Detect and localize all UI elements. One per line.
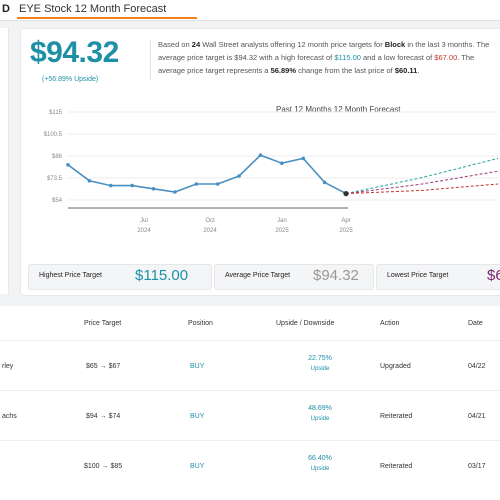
x-tick-year: 2025 xyxy=(339,228,353,234)
y-tick-label: $73.5 xyxy=(47,176,63,182)
divider xyxy=(150,40,151,80)
history-point xyxy=(130,183,134,188)
column-header-action[interactable]: Action xyxy=(380,320,400,327)
x-tick-year: 2025 xyxy=(275,228,289,234)
chart-title: Past 12 Months 12 Month Forecast xyxy=(276,105,401,114)
upside-cell: 22.75% Upside xyxy=(308,355,332,372)
history-line xyxy=(67,154,347,195)
symbol-fragment: D xyxy=(2,3,10,15)
history-point xyxy=(237,174,241,178)
history-point xyxy=(215,182,220,186)
history-point xyxy=(301,156,306,161)
average-target-label: Average Price Target xyxy=(225,272,291,279)
current-price-point xyxy=(343,191,349,197)
lowest-target-box: Lowest Price Target $6 xyxy=(376,264,500,290)
price-target-cell: $94 → $74 xyxy=(86,413,121,420)
average-target-value: $94.32 xyxy=(313,267,359,284)
action-cell: Reiterated xyxy=(380,463,413,470)
upside-cell: 48.69% Upside xyxy=(308,405,332,422)
date-cell: 04/21 xyxy=(468,413,486,420)
date-cell: 04/22 xyxy=(468,363,486,370)
x-axis-ticks: Jul 2024 Oct 2024 Jan 2025 Apr 2025 xyxy=(68,207,353,234)
high-forecast-line xyxy=(345,157,499,195)
forecast-card xyxy=(20,28,500,296)
action-cell: Reiterated xyxy=(380,413,413,420)
x-tick-month: Jul xyxy=(140,218,148,224)
low-forecast-line xyxy=(345,183,499,195)
y-tick-label: $115 xyxy=(49,110,63,116)
highest-target-label: Highest Price Target xyxy=(39,272,102,279)
upside-percentage: (+56.89% Upside) xyxy=(42,76,99,83)
table-row[interactable]: $100 → $85 BUY 66.40% Upside Reiterated 0… xyxy=(0,440,500,489)
position-cell: BUY xyxy=(190,363,205,370)
forecast-summary: Based on 24 Wall Street analysts offerin… xyxy=(158,40,490,75)
history-point xyxy=(108,183,113,188)
y-tick-label: $86 xyxy=(52,154,63,160)
column-header-date[interactable]: Date xyxy=(468,320,483,327)
history-point xyxy=(258,153,263,157)
lowest-target-label: Lowest Price Target xyxy=(387,272,449,279)
page-header: D EYE Stock 12 Month Forecast xyxy=(0,0,500,21)
highest-target-box: Highest Price Target $115.00 xyxy=(28,264,212,290)
table-row[interactable]: achs $94 → $74 BUY 48.69% Upside Reiterat… xyxy=(0,390,500,439)
x-tick-year: 2024 xyxy=(203,228,217,234)
x-tick-month: Apr xyxy=(341,218,350,224)
price-forecast-chart: Past 12 Months 12 Month Forecast $115 $10… xyxy=(44,105,499,234)
chart-gridlines xyxy=(68,111,498,201)
highest-target-value: $115.00 xyxy=(135,267,189,284)
forecast-tab-title[interactable]: EYE Stock 12 Month Forecast xyxy=(19,3,167,15)
y-tick-label: $54 xyxy=(52,198,63,204)
average-price-target: $94.32 xyxy=(30,36,119,69)
column-header-position[interactable]: Position xyxy=(188,320,213,327)
history-point xyxy=(280,161,284,165)
average-forecast-line xyxy=(345,170,499,195)
x-tick-month: Oct xyxy=(205,218,215,224)
history-point xyxy=(322,180,327,185)
analyst-name[interactable]: rley xyxy=(2,363,14,370)
x-tick-month: Jan xyxy=(277,218,287,224)
average-target-box: Average Price Target $94.32 xyxy=(214,264,374,290)
table-row[interactable]: rley $65 → $67 BUY 22.75% Upside Upgraded… xyxy=(0,340,500,389)
history-point xyxy=(151,187,156,191)
price-target-cell: $100 → $85 xyxy=(84,463,123,470)
history-point xyxy=(66,163,70,167)
position-cell: BUY xyxy=(190,413,205,420)
history-point xyxy=(87,179,92,183)
y-axis-ticks: $115 $100.5 $86 $73.5 $54 xyxy=(44,110,63,204)
column-header-price-target[interactable]: Price Target xyxy=(84,320,122,327)
active-tab-underline xyxy=(17,17,197,19)
history-point xyxy=(173,190,177,194)
position-cell: BUY xyxy=(190,463,205,470)
lowest-target-value: $6 xyxy=(487,267,500,284)
upside-cell: 66.40% Upside xyxy=(308,455,332,472)
history-point xyxy=(194,182,199,186)
analyst-name[interactable]: achs xyxy=(2,413,17,420)
analyst-ratings-table: Price Target Position Upside / Downside … xyxy=(0,306,500,500)
y-tick-label: $100.5 xyxy=(44,132,63,138)
action-cell: Upgraded xyxy=(380,363,411,370)
x-tick-year: 2024 xyxy=(137,228,151,234)
date-cell: 03/17 xyxy=(468,463,486,470)
chart-series xyxy=(66,153,499,197)
column-header-upside-downside[interactable]: Upside / Downside xyxy=(276,320,335,327)
price-target-cell: $65 → $67 xyxy=(86,363,121,370)
left-panel-edge xyxy=(0,28,9,294)
price-target-stats: Highest Price Target $115.00 Average Pri… xyxy=(20,258,500,294)
